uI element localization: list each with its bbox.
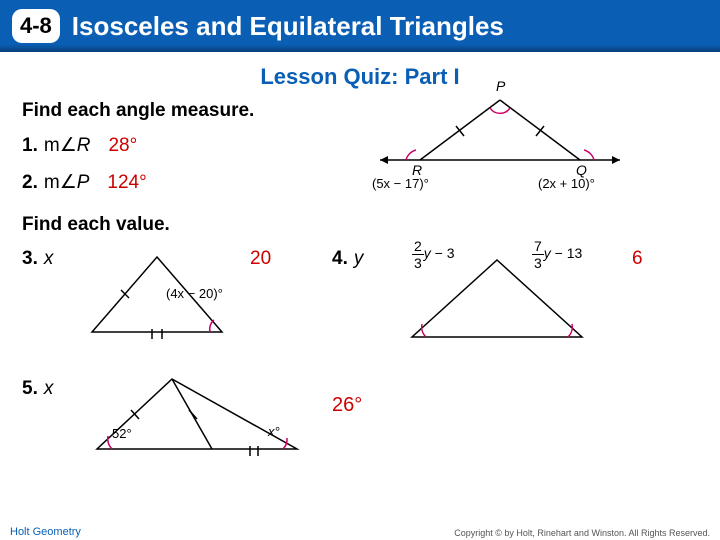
question-3: 3. x (22, 248, 53, 270)
q2-label: m∠P (44, 171, 90, 194)
question-4: 4. y (332, 248, 363, 270)
q1-answer: 28° (108, 135, 137, 157)
fig4-left-expr: 23y − 3 (412, 238, 455, 271)
lesson-number-badge: 4-8 (12, 9, 60, 43)
fig3-expr: (4x − 20)° (166, 286, 223, 301)
q5-num: 5. (22, 378, 38, 400)
q1-label: m∠R (44, 134, 91, 157)
q5-answer: 26° (332, 394, 362, 417)
footer-brand: Holt Geometry (10, 526, 81, 538)
q2-answer: 124° (107, 172, 146, 194)
lesson-title: Isosceles and Equilateral Triangles (72, 11, 504, 42)
q4-num: 4. (332, 248, 348, 270)
row-q5: 5. x 52° x° 26° (22, 368, 698, 468)
figure-q4: 23y − 3 73y − 13 (382, 242, 612, 352)
header-bar: 4-8 Isosceles and Equilateral Triangles (0, 0, 720, 52)
q5-var: x (44, 378, 54, 400)
content-region: Find each angle measure. 1. m∠R 28° 2. m… (0, 90, 720, 468)
fig1-P: P (496, 78, 505, 94)
fig1-right-expr: (2x + 10)° (538, 176, 595, 191)
figure-q1q2: P R Q (5x − 17)° (2x + 10)° (370, 80, 630, 190)
fig5-angle: 52° (112, 426, 132, 441)
q3-num: 3. (22, 248, 38, 270)
row-q3-q4: 3. x (4x − 20)° 20 4. y (22, 248, 698, 368)
q3-var: x (44, 248, 54, 270)
fig5-x: x° (268, 424, 280, 439)
q2-num: 2. (22, 172, 38, 194)
q4-answer: 6 (632, 248, 643, 270)
fig1-left-expr: (5x − 17)° (372, 176, 429, 191)
q3-answer: 20 (250, 248, 271, 270)
instruction-2: Find each value. (22, 214, 698, 236)
q1-num: 1. (22, 135, 38, 157)
fig4-right-expr: 73y − 13 (532, 238, 582, 271)
figure-q3: (4x − 20)° (72, 242, 242, 352)
copyright: Copyright © by Holt, Rinehart and Winsto… (454, 528, 710, 538)
q4-var: y (354, 248, 364, 270)
figure-q5: 52° x° (82, 364, 312, 464)
question-5: 5. x (22, 378, 53, 400)
